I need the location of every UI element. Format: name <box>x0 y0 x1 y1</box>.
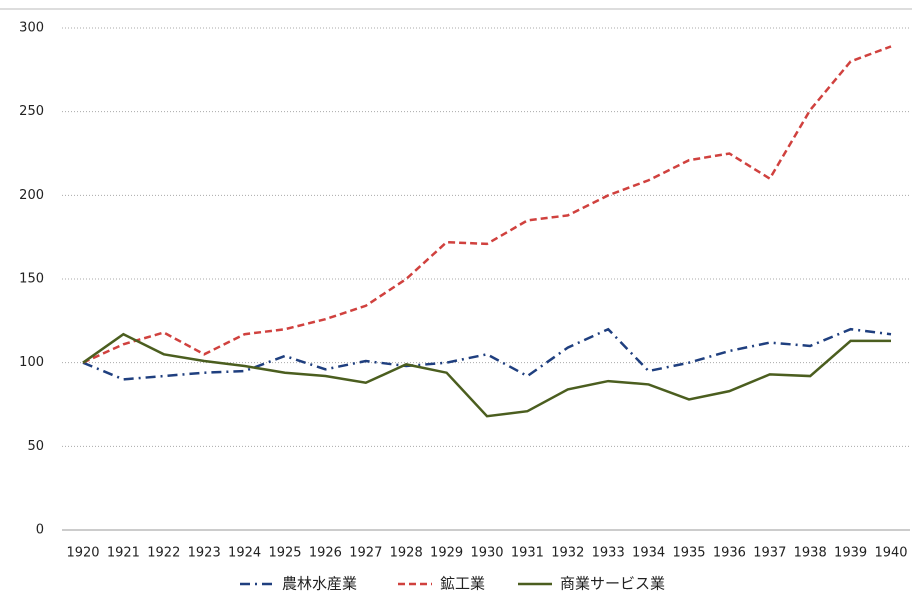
x-tick-label: 1929 <box>430 546 463 561</box>
x-tick-label: 1938 <box>794 546 827 561</box>
x-tick-label: 1922 <box>147 546 180 561</box>
x-tick-label: 1924 <box>228 546 261 561</box>
x-tick-label: 1935 <box>672 546 705 561</box>
x-tick-label: 1920 <box>66 546 99 561</box>
series-line <box>82 327 892 381</box>
y-tick-label: 150 <box>19 272 44 287</box>
y-tick-label: 200 <box>19 188 44 203</box>
y-tick-label: 100 <box>19 355 44 370</box>
legend-label: 農林水産業 <box>282 575 357 593</box>
x-tick-label: 1930 <box>470 546 503 561</box>
x-tick-label: 1926 <box>309 546 342 561</box>
series-line <box>82 332 891 418</box>
x-tick-label: 1931 <box>511 546 544 561</box>
legend-label: 鉱工業 <box>440 575 485 593</box>
x-tick-label: 1923 <box>188 546 221 561</box>
x-tick-label: 1927 <box>349 546 382 561</box>
series-line <box>82 45 892 364</box>
y-tick-label: 300 <box>19 21 44 36</box>
x-tick-label: 1939 <box>834 546 867 561</box>
x-tick-label: 1936 <box>713 546 746 561</box>
x-tick-label: 1928 <box>390 546 423 561</box>
x-tick-label: 1934 <box>632 546 665 561</box>
x-tick-label: 1933 <box>592 546 625 561</box>
x-tick-label: 1937 <box>753 546 786 561</box>
x-tick-label: 1932 <box>551 546 584 561</box>
y-tick-label: 0 <box>36 523 44 538</box>
x-tick-label: 1925 <box>268 546 301 561</box>
legend-label: 商業サービス業 <box>560 575 665 593</box>
x-tick-label: 1940 <box>874 546 907 561</box>
y-tick-label: 50 <box>27 439 44 454</box>
y-tick-label: 250 <box>19 104 44 119</box>
x-tick-label: 1921 <box>107 546 140 561</box>
